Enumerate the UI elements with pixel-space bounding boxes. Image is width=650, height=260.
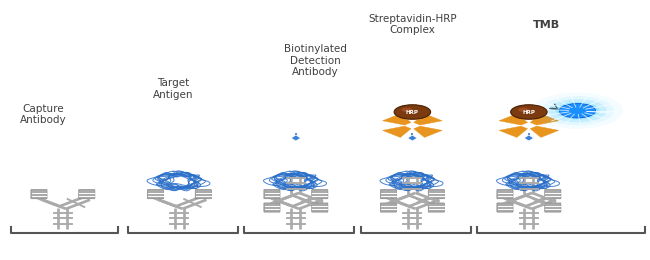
Polygon shape [524,135,534,141]
Text: A: A [526,122,532,129]
Text: A: A [410,122,415,129]
FancyBboxPatch shape [428,203,445,212]
FancyBboxPatch shape [380,203,396,212]
Circle shape [511,105,547,119]
Polygon shape [499,114,528,125]
Circle shape [532,93,623,129]
Text: HRP: HRP [406,109,419,114]
FancyBboxPatch shape [264,190,280,199]
Polygon shape [530,114,559,125]
FancyBboxPatch shape [79,190,95,199]
Polygon shape [414,126,442,138]
Polygon shape [499,126,528,138]
Polygon shape [408,135,417,141]
FancyBboxPatch shape [497,190,513,199]
Circle shape [556,102,599,119]
Circle shape [402,108,412,112]
Text: HRP: HRP [523,109,536,114]
FancyBboxPatch shape [264,203,280,212]
FancyBboxPatch shape [31,190,47,199]
Text: Streptavidin-HRP
Complex: Streptavidin-HRP Complex [368,14,457,35]
Text: Biotinylated
Detection
Antibody: Biotinylated Detection Antibody [284,44,346,77]
FancyBboxPatch shape [545,190,561,199]
FancyBboxPatch shape [497,203,513,212]
Circle shape [541,96,614,125]
Polygon shape [530,126,559,138]
Text: TMB: TMB [533,20,560,30]
Circle shape [518,108,529,112]
FancyBboxPatch shape [380,190,396,199]
FancyBboxPatch shape [195,190,211,199]
Polygon shape [291,135,301,141]
Polygon shape [383,114,411,125]
Text: Target
Antigen: Target Antigen [153,78,193,100]
FancyBboxPatch shape [312,203,328,212]
Circle shape [548,99,606,122]
Text: Capture
Antibody: Capture Antibody [20,104,67,125]
Polygon shape [414,114,442,125]
Circle shape [559,103,595,118]
Polygon shape [383,126,411,138]
FancyBboxPatch shape [428,190,445,199]
Circle shape [394,105,430,119]
FancyBboxPatch shape [545,203,561,212]
FancyBboxPatch shape [312,190,328,199]
FancyBboxPatch shape [148,190,164,199]
